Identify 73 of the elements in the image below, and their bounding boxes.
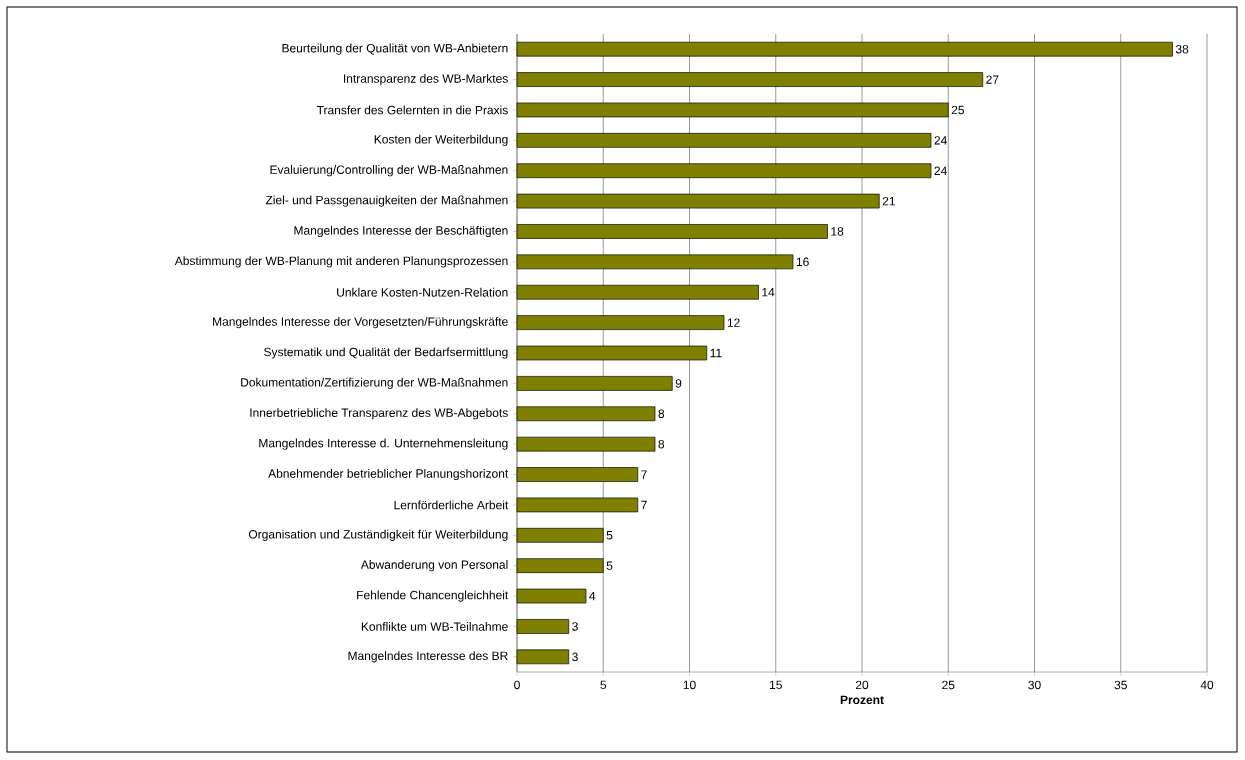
data-label: 9 bbox=[675, 379, 682, 388]
bar bbox=[516, 558, 604, 574]
data-label: 16 bbox=[796, 257, 809, 267]
data-label: 27 bbox=[986, 75, 999, 84]
y-tick-label: Systematik und Qualität der Bedarfsermittlung bbox=[264, 347, 508, 359]
data-label: 3 bbox=[572, 622, 578, 631]
x-tick-label: 5 bbox=[600, 680, 607, 690]
y-tick-label: Unklare Kosten-Nutzen-Relation bbox=[337, 287, 508, 297]
data-label: 5 bbox=[606, 531, 613, 540]
data-label: 18 bbox=[831, 227, 844, 236]
bar bbox=[516, 224, 828, 239]
data-label: 4 bbox=[589, 591, 596, 601]
y-tick-label: Evaluierung/Controlling der WB-Maßnahmen bbox=[270, 165, 508, 177]
y-tick-label: Dokumentation/Zertifizierung der WB-Maßnahmen bbox=[241, 377, 508, 389]
y-tick-label: Fehlende Chancengleichheit bbox=[357, 590, 509, 602]
data-label: 24 bbox=[934, 166, 947, 175]
bar bbox=[516, 163, 932, 179]
x-tick-label: 25 bbox=[942, 680, 955, 690]
x-tick-label: 20 bbox=[855, 680, 869, 690]
y-tick-label: Konflikte um WB-Teilnahme bbox=[361, 622, 508, 631]
data-label: 8 bbox=[658, 439, 665, 449]
x-tick-label: 15 bbox=[770, 680, 782, 690]
y-tick-label: Mangelndes Interesse d. Unternehmensleitung bbox=[259, 438, 508, 450]
bar bbox=[516, 497, 639, 513]
data-label: 25 bbox=[951, 105, 965, 115]
data-label: 11 bbox=[710, 348, 722, 358]
data-label: 21 bbox=[882, 196, 895, 206]
data-label: 12 bbox=[727, 318, 740, 327]
bar bbox=[516, 588, 587, 604]
y-tick-label: Mangelndes Interesse der Vorgesetzten/Führungskräfte bbox=[213, 317, 508, 329]
bar bbox=[516, 284, 759, 300]
data-label: 3 bbox=[572, 652, 578, 662]
y-tick-label: Intransparenz des WB-Marktes bbox=[344, 73, 508, 86]
bar bbox=[516, 436, 656, 452]
x-tick-label: 30 bbox=[1028, 680, 1041, 690]
y-tick-label: Abwanderung von Personal bbox=[360, 560, 508, 572]
bar bbox=[516, 193, 880, 209]
x-tick-label: 0 bbox=[514, 680, 520, 690]
bar bbox=[516, 133, 932, 148]
bar bbox=[516, 102, 949, 118]
y-tick-label: Abnehmender betrieblicher Planungshorizont bbox=[268, 468, 509, 481]
y-tick-label: Abstimmung der WB-Planung mit anderen Planungsprozessen bbox=[174, 256, 508, 268]
bar bbox=[516, 254, 794, 270]
data-label: 7 bbox=[641, 500, 647, 510]
y-tick-label: Mangelndes Interesse der Beschäftigten bbox=[294, 225, 508, 238]
data-label: 14 bbox=[762, 288, 775, 297]
x-tick-label: 35 bbox=[1114, 680, 1127, 690]
data-label: 8 bbox=[658, 409, 665, 419]
bar bbox=[516, 527, 604, 543]
bar bbox=[516, 619, 570, 634]
y-tick-label: Transfer des Gelernten in die Praxis bbox=[316, 105, 508, 115]
bar bbox=[516, 406, 656, 422]
data-label: 38 bbox=[1175, 44, 1189, 54]
y-tick-label: Mangelndes Interesse des BR bbox=[348, 651, 508, 663]
x-tick-label: 10 bbox=[683, 680, 696, 690]
bar bbox=[516, 41, 1173, 57]
y-tick-label: Ziel- und Passgenauigkeiten der Maßnahmen bbox=[265, 195, 508, 207]
y-tick-label: Lernförderliche Arbeit bbox=[394, 500, 509, 510]
x-tick-label: 40 bbox=[1200, 680, 1214, 690]
data-label: 24 bbox=[934, 136, 947, 145]
bar bbox=[516, 376, 673, 391]
data-label: 5 bbox=[606, 561, 613, 570]
data-label: 7 bbox=[641, 470, 647, 479]
y-tick-label: Beurteilung der Qualität von WB-Anbietern bbox=[282, 43, 508, 55]
bar bbox=[516, 315, 725, 330]
bar bbox=[516, 649, 570, 665]
bar bbox=[516, 72, 984, 87]
bar bbox=[516, 467, 639, 482]
y-tick-label: Innerbetriebliche Transparenz des WB-Abgebots bbox=[250, 408, 508, 420]
y-tick-label: Organisation und Zuständigkeit für Weiterbildung bbox=[248, 529, 508, 541]
y-tick-label: Kosten der Weiterbildung bbox=[374, 134, 508, 146]
x-axis-title: Prozent bbox=[840, 695, 884, 705]
bar bbox=[516, 345, 708, 361]
